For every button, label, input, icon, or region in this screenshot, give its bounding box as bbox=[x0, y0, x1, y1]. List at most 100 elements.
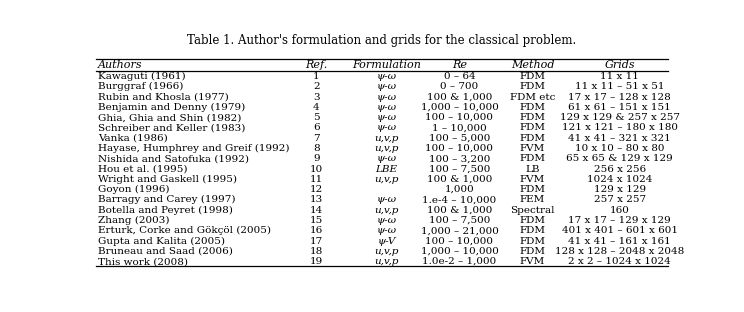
Text: Ref.: Ref. bbox=[305, 60, 327, 70]
Text: Benjamin and Denny (1979): Benjamin and Denny (1979) bbox=[98, 103, 246, 112]
Text: 129 x 129: 129 x 129 bbox=[594, 185, 646, 194]
Text: 17 x 17 – 128 x 128: 17 x 17 – 128 x 128 bbox=[568, 93, 671, 102]
Text: FDM etc: FDM etc bbox=[510, 93, 555, 102]
Text: 65 x 65 & 129 x 129: 65 x 65 & 129 x 129 bbox=[566, 154, 673, 163]
Text: FDM: FDM bbox=[519, 154, 545, 163]
Text: 100 – 10,000: 100 – 10,000 bbox=[426, 236, 493, 246]
Text: ψ-ω: ψ-ω bbox=[376, 103, 397, 112]
Text: 15: 15 bbox=[310, 216, 323, 225]
Text: 3: 3 bbox=[313, 93, 320, 102]
Text: 100 – 5,000: 100 – 5,000 bbox=[429, 134, 490, 143]
Text: This work (2008): This work (2008) bbox=[98, 257, 188, 266]
Text: 41 x 41 – 321 x 321: 41 x 41 – 321 x 321 bbox=[568, 134, 671, 143]
Text: 100 – 10,000: 100 – 10,000 bbox=[426, 144, 493, 153]
Text: ψ-ω: ψ-ω bbox=[376, 195, 397, 204]
Text: 19: 19 bbox=[310, 257, 323, 266]
Text: ψ-ω: ψ-ω bbox=[376, 226, 397, 235]
Text: u,v,p: u,v,p bbox=[374, 134, 399, 143]
Text: 41 x 41 – 161 x 161: 41 x 41 – 161 x 161 bbox=[568, 236, 671, 246]
Text: FDM: FDM bbox=[519, 236, 545, 246]
Text: Schreiber and Keller (1983): Schreiber and Keller (1983) bbox=[98, 124, 246, 132]
Text: 18: 18 bbox=[310, 247, 323, 256]
Text: 11 x 11: 11 x 11 bbox=[600, 72, 639, 81]
Text: Nishida and Satofuka (1992): Nishida and Satofuka (1992) bbox=[98, 154, 249, 163]
Text: 6: 6 bbox=[313, 124, 320, 132]
Text: FDM: FDM bbox=[519, 82, 545, 91]
Text: FDM: FDM bbox=[519, 72, 545, 81]
Text: 1 – 10,000: 1 – 10,000 bbox=[432, 124, 487, 132]
Text: ψ-ω: ψ-ω bbox=[376, 93, 397, 102]
Text: 257 x 257: 257 x 257 bbox=[594, 195, 646, 204]
Text: Burggraf (1966): Burggraf (1966) bbox=[98, 82, 184, 91]
Text: LBE: LBE bbox=[376, 164, 397, 173]
Text: FEM: FEM bbox=[520, 195, 545, 204]
Text: FVM: FVM bbox=[520, 257, 545, 266]
Text: 0 – 700: 0 – 700 bbox=[440, 82, 478, 91]
Text: 1,000 – 10,000: 1,000 – 10,000 bbox=[420, 247, 498, 256]
Text: ψ-ω: ψ-ω bbox=[376, 113, 397, 122]
Text: 61 x 61 – 151 x 151: 61 x 61 – 151 x 151 bbox=[568, 103, 671, 112]
Text: 160: 160 bbox=[610, 206, 629, 215]
Text: 1,000 – 21,000: 1,000 – 21,000 bbox=[420, 226, 498, 235]
Text: Grids: Grids bbox=[604, 60, 635, 70]
Text: 1.0e-2 – 1,000: 1.0e-2 – 1,000 bbox=[423, 257, 496, 266]
Text: 2 x 2 – 1024 x 1024: 2 x 2 – 1024 x 1024 bbox=[568, 257, 671, 266]
Text: 14: 14 bbox=[310, 206, 323, 215]
Text: FVM: FVM bbox=[520, 175, 545, 184]
Text: 8: 8 bbox=[313, 144, 320, 153]
Text: 121 x 121 – 180 x 180: 121 x 121 – 180 x 180 bbox=[562, 124, 678, 132]
Text: FDM: FDM bbox=[519, 113, 545, 122]
Text: u,v,p: u,v,p bbox=[374, 144, 399, 153]
Text: ψ-ω: ψ-ω bbox=[376, 124, 397, 132]
Text: 1,000: 1,000 bbox=[445, 185, 475, 194]
Text: 129 x 129 & 257 x 257: 129 x 129 & 257 x 257 bbox=[559, 113, 680, 122]
Text: 2: 2 bbox=[313, 82, 320, 91]
Text: Wright and Gaskell (1995): Wright and Gaskell (1995) bbox=[98, 175, 237, 184]
Text: Barragy and Carey (1997): Barragy and Carey (1997) bbox=[98, 195, 236, 204]
Text: 0 – 64: 0 – 64 bbox=[443, 72, 475, 81]
Text: FDM: FDM bbox=[519, 103, 545, 112]
Text: FDM: FDM bbox=[519, 247, 545, 256]
Text: Gupta and Kalita (2005): Gupta and Kalita (2005) bbox=[98, 236, 225, 246]
Text: 10: 10 bbox=[310, 164, 323, 173]
Text: u,v,p: u,v,p bbox=[374, 247, 399, 256]
Text: Rubin and Khosla (1977): Rubin and Khosla (1977) bbox=[98, 93, 229, 102]
Text: FVM: FVM bbox=[520, 144, 545, 153]
Text: 1: 1 bbox=[313, 72, 320, 81]
Text: 5: 5 bbox=[313, 113, 320, 122]
Text: u,v,p: u,v,p bbox=[374, 175, 399, 184]
Text: 11: 11 bbox=[310, 175, 323, 184]
Text: ψ-ω: ψ-ω bbox=[376, 72, 397, 81]
Text: 1.e-4 – 10,000: 1.e-4 – 10,000 bbox=[423, 195, 496, 204]
Text: 11 x 11 – 51 x 51: 11 x 11 – 51 x 51 bbox=[575, 82, 664, 91]
Text: Goyon (1996): Goyon (1996) bbox=[98, 185, 170, 194]
Text: Botella and Peyret (1998): Botella and Peyret (1998) bbox=[98, 206, 233, 215]
Text: 10 x 10 – 80 x 80: 10 x 10 – 80 x 80 bbox=[575, 144, 664, 153]
Text: 100 – 7,500: 100 – 7,500 bbox=[429, 216, 490, 225]
Text: 1024 x 1024: 1024 x 1024 bbox=[587, 175, 652, 184]
Text: 17: 17 bbox=[310, 236, 323, 246]
Text: Authors: Authors bbox=[98, 60, 143, 70]
Text: 17 x 17 – 129 x 129: 17 x 17 – 129 x 129 bbox=[568, 216, 671, 225]
Text: FDM: FDM bbox=[519, 216, 545, 225]
Text: Zhang (2003): Zhang (2003) bbox=[98, 216, 170, 225]
Text: 100 & 1,000: 100 & 1,000 bbox=[427, 206, 492, 215]
Text: 100 – 7,500: 100 – 7,500 bbox=[429, 164, 490, 173]
Text: 7: 7 bbox=[313, 134, 320, 143]
Text: Ghia, Ghia and Shin (1982): Ghia, Ghia and Shin (1982) bbox=[98, 113, 242, 122]
Text: 100 – 3,200: 100 – 3,200 bbox=[429, 154, 490, 163]
Text: 100 – 10,000: 100 – 10,000 bbox=[426, 113, 493, 122]
Text: Vanka (1986): Vanka (1986) bbox=[98, 134, 168, 143]
Text: 401 x 401 – 601 x 601: 401 x 401 – 601 x 601 bbox=[562, 226, 678, 235]
Text: LB: LB bbox=[525, 164, 539, 173]
Text: u,v,p: u,v,p bbox=[374, 206, 399, 215]
Text: Method: Method bbox=[510, 60, 554, 70]
Text: FDM: FDM bbox=[519, 124, 545, 132]
Text: 12: 12 bbox=[310, 185, 323, 194]
Text: 13: 13 bbox=[310, 195, 323, 204]
Text: Table 1. Author's formulation and grids for the classical problem.: Table 1. Author's formulation and grids … bbox=[187, 34, 576, 47]
Text: 100 & 1,000: 100 & 1,000 bbox=[427, 93, 492, 102]
Text: Hayase, Humphrey and Greif (1992): Hayase, Humphrey and Greif (1992) bbox=[98, 144, 289, 153]
Text: Hou et al. (1995): Hou et al. (1995) bbox=[98, 164, 187, 173]
Text: 4: 4 bbox=[313, 103, 320, 112]
